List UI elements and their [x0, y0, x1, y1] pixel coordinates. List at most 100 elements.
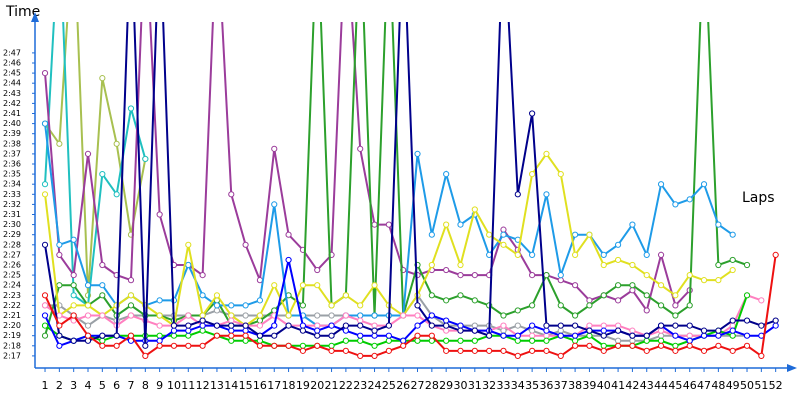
- series-line: [44, 22, 691, 313]
- point: [629, 337, 636, 344]
- point: [299, 347, 307, 354]
- point: [314, 327, 321, 334]
- point: [600, 347, 607, 354]
- point: [156, 337, 163, 344]
- point: [729, 256, 736, 264]
- point: [672, 302, 679, 309]
- x-tick-label: 29: [439, 379, 453, 392]
- y-tick-label: 2:22: [3, 301, 21, 310]
- point: [371, 282, 378, 289]
- y-tick-label: 2:29: [3, 230, 21, 239]
- point: [256, 342, 264, 349]
- x-tick-label: 44: [654, 379, 668, 392]
- point: [657, 282, 665, 289]
- point: [758, 322, 765, 329]
- point: [500, 327, 507, 334]
- point: [600, 261, 607, 269]
- x-tick-label: 41: [611, 379, 625, 392]
- x-tick-label: 48: [711, 379, 725, 392]
- point: [99, 312, 106, 319]
- point: [56, 140, 63, 147]
- point: [41, 181, 49, 188]
- point: [686, 272, 693, 279]
- point: [700, 332, 708, 339]
- point: [772, 317, 779, 324]
- point: [557, 302, 564, 309]
- y-tick-label: 2:43: [3, 89, 21, 98]
- x-axis-label: Laps: [742, 190, 775, 206]
- x-tick-label: 11: [181, 379, 195, 392]
- x-tick-label: 45: [668, 379, 682, 392]
- point: [371, 327, 378, 334]
- point: [242, 327, 249, 334]
- point: [572, 322, 579, 329]
- y-axis-arrow: [31, 12, 39, 22]
- point: [328, 332, 335, 339]
- point: [357, 145, 364, 152]
- point: [529, 332, 536, 339]
- y-tick-label: 2:36: [3, 160, 21, 169]
- point: [242, 312, 249, 319]
- point: [185, 261, 192, 269]
- x-tick-label: 21: [325, 379, 339, 392]
- point: [572, 251, 579, 258]
- point: [557, 277, 564, 284]
- y-tick-label: 2:26: [3, 261, 21, 270]
- point: [400, 342, 407, 349]
- y-tick-label: 2:30: [3, 220, 21, 229]
- point: [56, 332, 63, 339]
- point: [385, 347, 392, 354]
- point: [657, 337, 665, 344]
- point: [643, 332, 650, 339]
- point: [514, 251, 521, 258]
- point: [715, 221, 722, 228]
- y-tick-label: 2:45: [3, 69, 21, 78]
- point: [471, 272, 478, 279]
- point: [643, 337, 650, 344]
- point: [586, 297, 593, 304]
- point: [672, 292, 679, 299]
- y-tick-label: 2:24: [3, 281, 21, 290]
- point: [500, 241, 507, 248]
- point: [99, 332, 106, 339]
- point: [557, 171, 564, 178]
- point: [170, 342, 178, 349]
- x-tick-label: 15: [239, 379, 253, 392]
- point: [371, 332, 378, 339]
- point: [156, 211, 163, 218]
- point: [228, 322, 235, 329]
- point: [285, 256, 292, 264]
- point: [443, 266, 450, 274]
- point: [428, 231, 435, 238]
- point: [342, 337, 349, 344]
- point: [70, 282, 77, 289]
- point: [686, 332, 693, 339]
- x-tick-label: 27: [411, 379, 425, 392]
- point: [314, 342, 321, 349]
- point: [56, 322, 63, 329]
- point: [156, 312, 163, 319]
- point: [357, 312, 364, 319]
- point: [371, 352, 378, 359]
- point: [529, 347, 536, 354]
- x-tick-label: 43: [640, 379, 654, 392]
- point: [56, 282, 63, 289]
- point: [41, 312, 49, 319]
- point: [514, 332, 521, 339]
- point: [543, 191, 550, 198]
- x-tick-label: 30: [453, 379, 467, 392]
- point: [242, 322, 249, 329]
- point: [543, 347, 550, 354]
- point: [285, 342, 292, 349]
- point: [657, 342, 665, 349]
- ticks: 2:172:182:192:202:212:222:232:242:252:26…: [3, 48, 783, 392]
- point: [715, 342, 722, 349]
- y-tick-label: 2:18: [3, 341, 21, 350]
- y-tick-label: 2:34: [3, 180, 21, 189]
- point: [572, 337, 579, 344]
- point: [629, 342, 636, 349]
- point: [99, 282, 106, 289]
- point: [199, 327, 206, 334]
- x-tick-label: 6: [113, 379, 120, 392]
